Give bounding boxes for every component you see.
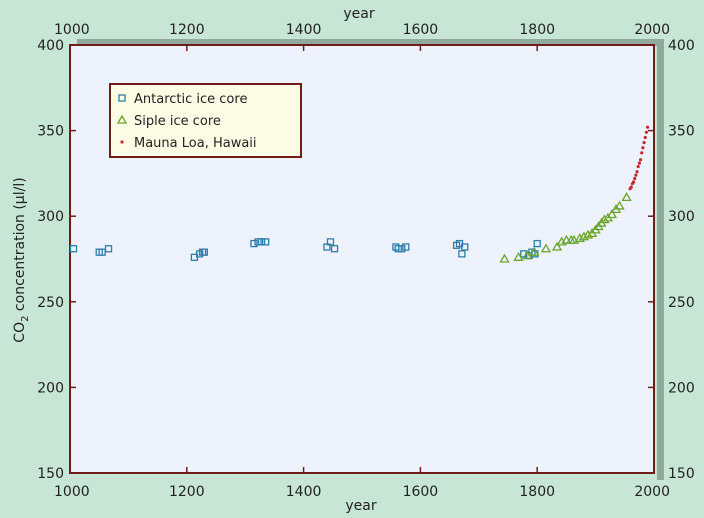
data-point (636, 164, 640, 169)
data-point (461, 243, 469, 251)
data-point (257, 238, 266, 246)
data-point (582, 229, 594, 239)
legend-label: Siple ice core (134, 114, 221, 129)
data-point (634, 173, 638, 177)
x-tick-label-top: 1600 (403, 22, 439, 38)
legend-marker (118, 94, 126, 102)
y-axis-label-sub: 2 (20, 316, 31, 322)
x-axis-label-bottom: year (345, 498, 376, 514)
x-axis-label-top: year (343, 6, 374, 22)
y-axis-label: CO2 concentration (μl/l) (12, 177, 31, 342)
data-point (551, 241, 563, 251)
x-tick-label-top: 1200 (169, 22, 205, 38)
data-point (402, 243, 410, 251)
legend: Antarctic ice core Siple ice core Mauna Lo… (109, 83, 302, 158)
x-tick-label-bottom: 2000 (634, 484, 670, 500)
data-point (641, 146, 645, 150)
x-tick-label-bottom: 1600 (403, 484, 439, 500)
data-point (643, 135, 647, 140)
data-point (633, 176, 637, 181)
data-point (644, 130, 649, 134)
data-point (637, 161, 642, 165)
data-points (69, 125, 650, 263)
data-point (250, 239, 258, 248)
data-point (621, 192, 632, 202)
y-tick-label-left: 150 (37, 466, 64, 482)
data-point (629, 185, 633, 189)
y-tick-label-right: 400 (668, 38, 695, 54)
data-point (635, 170, 639, 174)
x-tick-label-bottom: 1400 (286, 484, 322, 500)
x-tick-label-top: 1400 (286, 22, 322, 38)
data-point (638, 158, 643, 162)
series-2 (628, 125, 650, 191)
data-point (261, 238, 270, 246)
data-point (326, 238, 335, 246)
y-tick-label-left: 250 (37, 295, 64, 311)
data-point (642, 140, 646, 145)
y-tick-label-right: 200 (668, 380, 695, 396)
y-tick-label-left: 350 (37, 124, 64, 140)
data-point (69, 245, 78, 253)
y-tick-label-left: 300 (37, 209, 64, 225)
x-tick-label-bottom: 1800 (519, 484, 555, 500)
y-tick-label-left: 200 (37, 380, 64, 396)
data-point (200, 248, 208, 256)
data-point (533, 239, 541, 248)
data-point (568, 234, 580, 244)
y-axis-label-co: CO (12, 322, 28, 343)
y-tick-label-left: 400 (37, 38, 64, 54)
x-tick-label-bottom: 1200 (169, 484, 205, 500)
data-point (104, 245, 113, 253)
frame-shadow-top (77, 39, 664, 46)
data-point (499, 253, 510, 263)
data-point (540, 243, 552, 253)
x-tick-label-top: 1000 (54, 22, 90, 38)
axis-ticks: 1000 1000 1200 1200 1400 1400 1600 1600 1800 1800… (37, 22, 694, 500)
data-point (513, 251, 524, 261)
x-tick-label-top: 2000 (634, 22, 670, 38)
legend-box (109, 83, 302, 158)
x-tick-label-bottom: 1000 (54, 484, 90, 500)
y-tick-label-right: 250 (668, 295, 695, 311)
series-1 (499, 192, 632, 263)
data-point (631, 180, 636, 184)
data-point (529, 246, 540, 256)
y-tick-label-right: 150 (668, 466, 695, 482)
legend-marker (116, 114, 128, 124)
legend-marker (120, 140, 124, 144)
data-point (645, 125, 650, 129)
data-point (614, 200, 625, 210)
y-axis-label-rest: concentration (μl/l) (12, 177, 28, 315)
data-point (522, 250, 533, 260)
data-point (330, 245, 339, 253)
data-point (458, 250, 466, 258)
y-tick-label-right: 300 (668, 209, 695, 225)
data-point (599, 214, 610, 224)
data-point (574, 233, 585, 243)
data-point (606, 209, 618, 219)
frame-shadow-right (657, 39, 664, 480)
data-point (398, 245, 406, 253)
data-point (578, 231, 590, 241)
x-tick-label-top: 1800 (519, 22, 555, 38)
data-point (640, 151, 644, 155)
y-tick-label-right: 350 (668, 124, 695, 140)
legend-label: Mauna Loa, Hawaii (134, 136, 257, 151)
legend-label: Antarctic ice core (134, 92, 247, 107)
